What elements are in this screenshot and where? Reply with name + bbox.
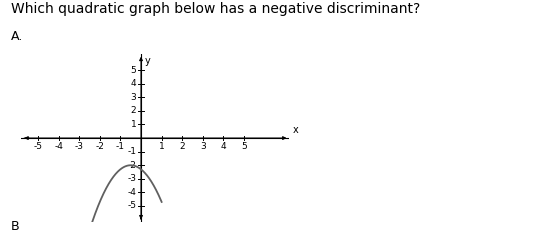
Text: -2: -2: [128, 161, 136, 170]
Text: Which quadratic graph below has a negative discriminant?: Which quadratic graph below has a negati…: [11, 2, 420, 16]
Text: -1: -1: [127, 147, 136, 156]
Text: y: y: [145, 56, 151, 66]
Text: x: x: [293, 125, 298, 135]
Text: 3: 3: [200, 142, 206, 151]
Text: B: B: [11, 220, 19, 233]
Text: -3: -3: [75, 142, 84, 151]
Text: -5: -5: [33, 142, 42, 151]
Text: -4: -4: [128, 188, 136, 197]
Text: -5: -5: [127, 201, 136, 211]
Text: 3: 3: [131, 93, 136, 102]
Text: 2: 2: [180, 142, 185, 151]
Text: 5: 5: [131, 66, 136, 75]
Text: A.: A.: [11, 30, 23, 44]
Text: -1: -1: [116, 142, 125, 151]
Text: 4: 4: [221, 142, 226, 151]
Text: -2: -2: [95, 142, 104, 151]
Text: 1: 1: [159, 142, 165, 151]
Text: 5: 5: [241, 142, 247, 151]
Text: -3: -3: [127, 174, 136, 183]
Text: -4: -4: [54, 142, 63, 151]
Text: 4: 4: [131, 79, 136, 88]
Text: 2: 2: [131, 106, 136, 115]
Text: 1: 1: [131, 120, 136, 129]
